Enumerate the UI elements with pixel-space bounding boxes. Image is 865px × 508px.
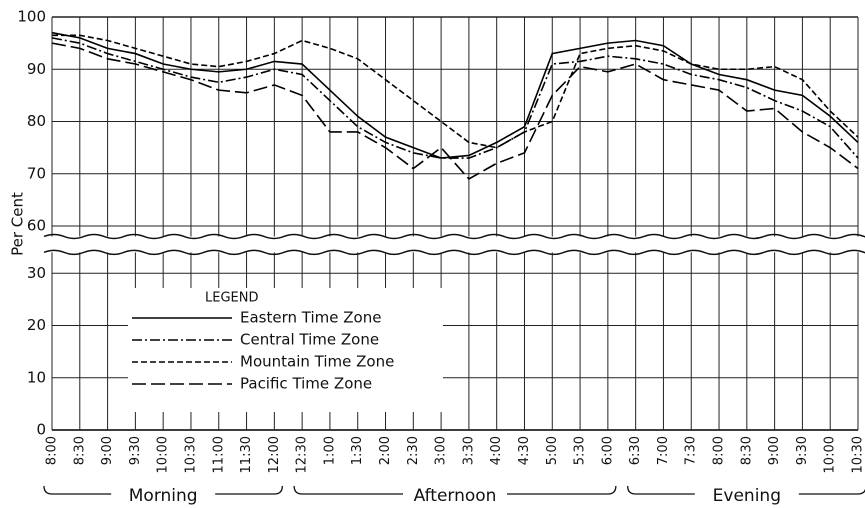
x-tick-label: 10:00 (156, 436, 171, 473)
x-tick-label: 2:00 (378, 436, 393, 465)
y-tick-label: 70 (27, 164, 46, 182)
axis-break (43, 233, 865, 240)
group-label: Evening (713, 486, 781, 506)
series-line (51, 31, 859, 159)
y-axis-label: Per Cent (9, 192, 27, 256)
y-tick-label: 90 (27, 60, 46, 78)
x-tick-label: 3:00 (434, 436, 449, 465)
y-tick-label: 100 (17, 8, 46, 26)
series-line (51, 37, 859, 159)
x-tick-label: 9:30 (128, 436, 143, 465)
x-tick-label: 9:00 (767, 436, 782, 465)
x-tick-label: 2:30 (406, 436, 421, 465)
x-tick-label: 7:00 (656, 436, 671, 465)
axis-break (43, 249, 865, 256)
x-tick-label: 7:30 (684, 436, 699, 465)
x-tick-label: 12:30 (295, 436, 310, 473)
x-tick-label: 10:30 (851, 436, 865, 473)
group-label: Morning (129, 486, 198, 506)
y-tick-label: 80 (27, 112, 46, 130)
legend-title: LEGEND (205, 291, 258, 306)
legend-label: Pacific Time Zone (240, 375, 372, 393)
break-gap (51, 238, 859, 251)
group-bracket (43, 485, 283, 495)
legend-label: Eastern Time Zone (240, 309, 381, 327)
legend-box (128, 288, 443, 412)
x-tick-label: 4:30 (517, 436, 532, 465)
legend-label: Mountain Time Zone (240, 353, 394, 371)
x-tick-label: 4:00 (489, 436, 504, 465)
x-tick-label: 1:30 (350, 436, 365, 465)
x-tick-label: 10:30 (183, 436, 198, 473)
x-tick-label: 11:00 (211, 436, 226, 473)
x-tick-label: 8:00 (712, 436, 727, 465)
x-tick-label: 6:00 (600, 436, 615, 465)
group-bracket (293, 485, 617, 495)
y-tick-label: 30 (27, 264, 46, 282)
x-tick-label: 8:30 (739, 436, 754, 465)
x-tick-label: 9:00 (100, 436, 115, 465)
y-tick-label: 10 (27, 368, 46, 386)
legend: LEGEND Eastern Time Zone Central Time Zone… (128, 288, 443, 412)
x-tick-label: 9:30 (795, 436, 810, 465)
series-line (51, 42, 859, 180)
x-tick-label: 8:30 (72, 436, 87, 465)
x-tick-label: 10:00 (823, 436, 838, 473)
x-tick-label: 12:00 (267, 436, 282, 473)
group-bracket (627, 485, 865, 495)
y-tick-label: 60 (27, 217, 46, 235)
x-tick-label: 11:30 (239, 436, 254, 473)
x-tick-label: 5:00 (545, 436, 560, 465)
series-line (52, 34, 859, 149)
x-tick-label: 3:30 (461, 436, 476, 465)
x-tick-label: 6:30 (628, 436, 643, 465)
y-tick-label: 0 (36, 421, 46, 439)
x-tick-label: 1:00 (322, 436, 337, 465)
legend-label: Central Time Zone (240, 331, 379, 349)
x-tick-label: 8:00 (45, 436, 60, 465)
x-tick-label: 5:30 (573, 436, 588, 465)
group-label: Afternoon (414, 486, 497, 506)
y-tick-label: 20 (27, 316, 46, 334)
